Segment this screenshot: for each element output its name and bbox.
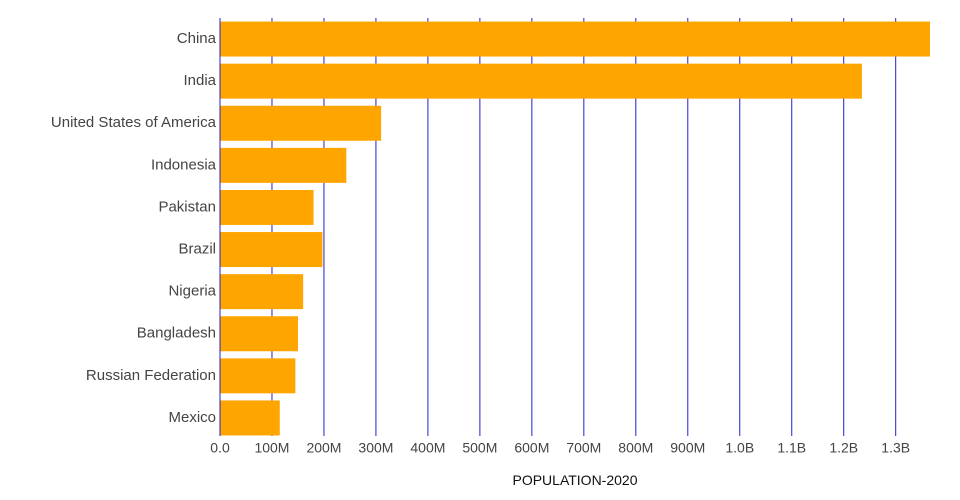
category-label: Nigeria <box>168 283 216 300</box>
bar-united-states-of-america[interactable] <box>220 105 382 141</box>
x-tick-label: 600M <box>514 440 549 456</box>
bar-china[interactable] <box>220 21 930 57</box>
bar-indonesia[interactable] <box>220 147 347 183</box>
bar-brazil[interactable] <box>220 232 323 268</box>
bar-bangladesh[interactable] <box>220 316 298 352</box>
x-tick-label: 700M <box>566 440 601 456</box>
category-label: United States of America <box>51 114 217 131</box>
bar-mexico[interactable] <box>220 400 280 436</box>
bar-india[interactable] <box>220 63 862 99</box>
x-tick-label: 1.0B <box>725 440 754 456</box>
bar-pakistan[interactable] <box>220 189 314 225</box>
category-label: Russian Federation <box>86 367 216 384</box>
x-tick-label: 1.3B <box>881 440 910 456</box>
x-tick-label: 900M <box>670 440 705 456</box>
axis-layer: 0.0 100M 200M 300M 400M 500M 600M 700M 800M 900M 1… <box>51 18 910 456</box>
x-tick-label: 800M <box>618 440 653 456</box>
category-label: Mexico <box>168 409 216 426</box>
x-tick-label: 400M <box>410 440 445 456</box>
x-tick-label: 100M <box>254 440 289 456</box>
bar-russian-federation[interactable] <box>220 358 296 394</box>
x-tick-label: 500M <box>462 440 497 456</box>
x-tick-label: 300M <box>358 440 393 456</box>
bar-layer <box>220 21 930 436</box>
bar-nigeria[interactable] <box>220 274 304 310</box>
category-label: Pakistan <box>158 198 216 215</box>
category-label: Brazil <box>178 241 216 258</box>
category-label: China <box>177 30 217 47</box>
x-tick-label: 200M <box>306 440 341 456</box>
category-label: India <box>183 72 216 89</box>
x-tick-label: 1.2B <box>829 440 858 456</box>
x-tick-label: 0.0 <box>210 440 230 456</box>
category-label: Bangladesh <box>137 325 216 342</box>
x-axis-title: POPULATION-2020 <box>512 472 637 488</box>
category-label: Indonesia <box>151 156 217 173</box>
x-tick-label: 1.1B <box>777 440 806 456</box>
